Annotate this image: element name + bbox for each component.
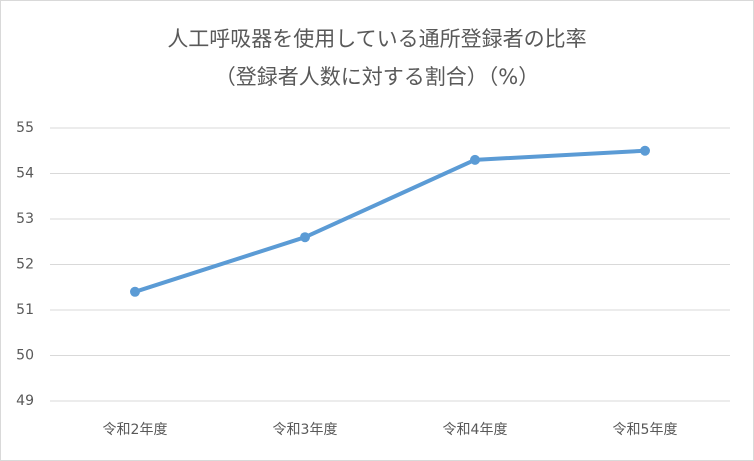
data-point — [300, 232, 310, 243]
y-tick-label: 52 — [16, 257, 34, 273]
x-tick-label: 令和4年度 — [443, 422, 508, 438]
data-point — [640, 145, 650, 156]
data-line — [133, 148, 647, 294]
y-tick-label: 55 — [16, 120, 34, 136]
x-tick-label: 令和5年度 — [613, 422, 678, 438]
x-tick-label: 令和3年度 — [273, 422, 338, 438]
y-tick-label: 53 — [16, 211, 34, 227]
data-point — [470, 154, 480, 165]
chart-title: 人工呼吸器を使用している通所登録者の比率 — [167, 27, 586, 51]
y-tick-label: 49 — [16, 393, 34, 409]
y-tick-label: 51 — [16, 302, 34, 318]
chart-subtitle: （登録者人数に対する割合）（%） — [215, 65, 539, 89]
data-point — [130, 286, 140, 297]
y-tick-label: 50 — [16, 348, 34, 364]
x-tick-label: 令和2年度 — [103, 422, 168, 438]
y-tick-label: 54 — [16, 166, 34, 182]
